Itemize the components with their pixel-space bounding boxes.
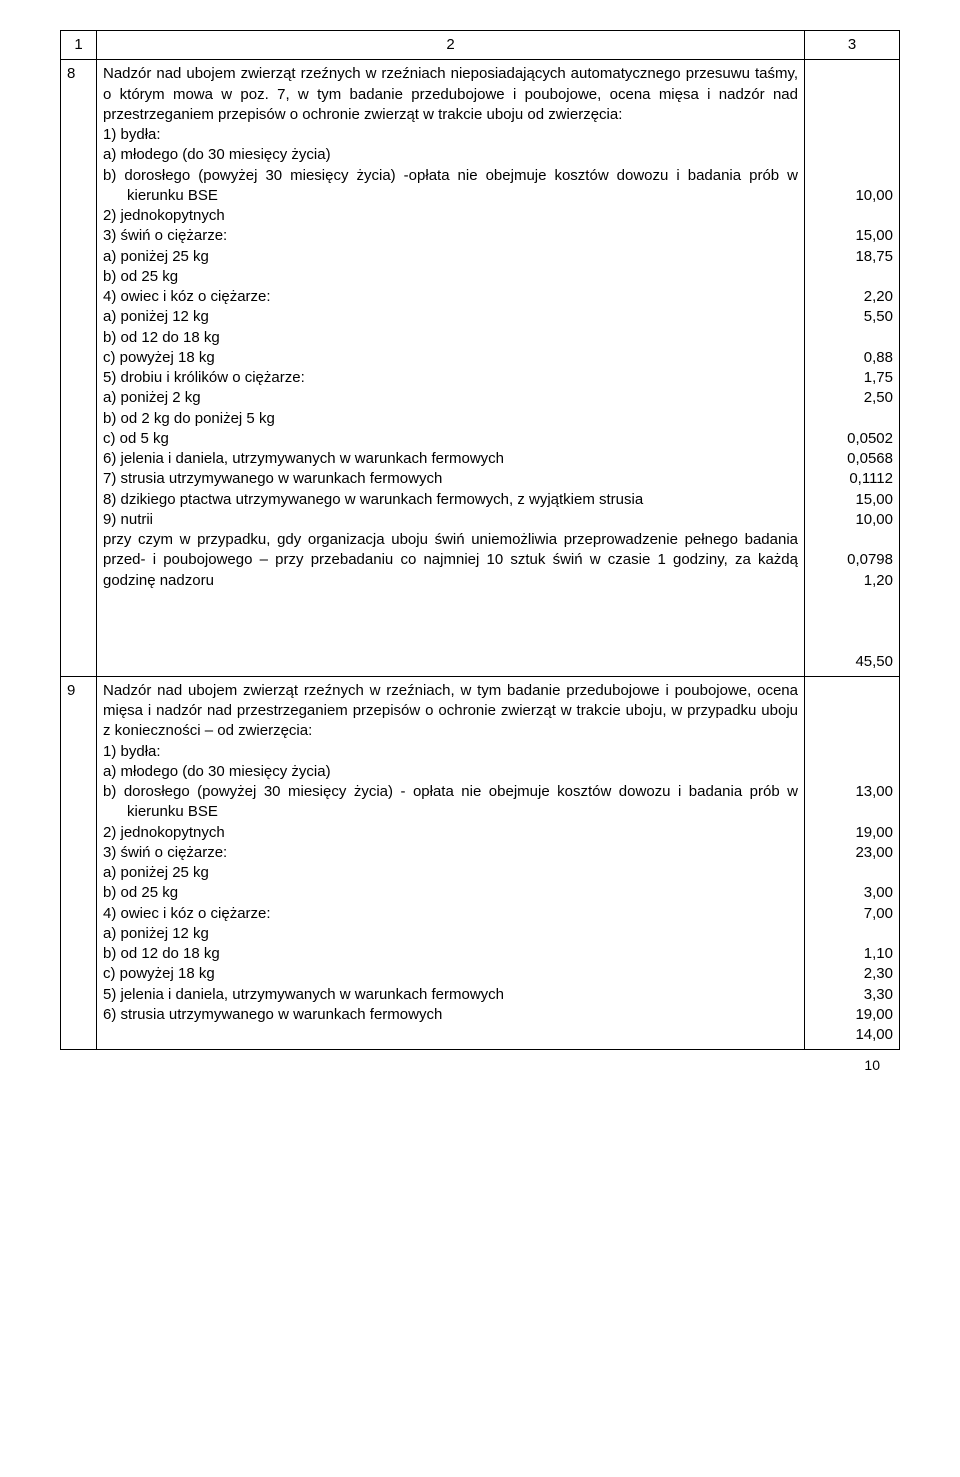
row-values: 10,00 15,00 18,75 2,20 5,50 0,88 1,75 2,…: [805, 60, 900, 677]
regulation-table: 1 2 3 8 Nadzór nad ubojem zwierząt rzeźn…: [60, 30, 900, 1050]
row-number: 9: [61, 676, 97, 1050]
page-number: 10: [60, 1050, 900, 1075]
header-col-2: 2: [97, 31, 805, 60]
header-col-3: 3: [805, 31, 900, 60]
header-col-1: 1: [61, 31, 97, 60]
table-header-row: 1 2 3: [61, 31, 900, 60]
row-description: Nadzór nad ubojem zwierząt rzeźnych w rz…: [97, 60, 805, 677]
table-row: 9 Nadzór nad ubojem zwierząt rzeźnych w …: [61, 676, 900, 1050]
row-description: Nadzór nad ubojem zwierząt rzeźnych w rz…: [97, 676, 805, 1050]
row-number: 8: [61, 60, 97, 677]
table-row: 8 Nadzór nad ubojem zwierząt rzeźnych w …: [61, 60, 900, 677]
row-values: 13,00 19,00 23,00 3,00 7,00 1,10 2,30 3,…: [805, 676, 900, 1050]
